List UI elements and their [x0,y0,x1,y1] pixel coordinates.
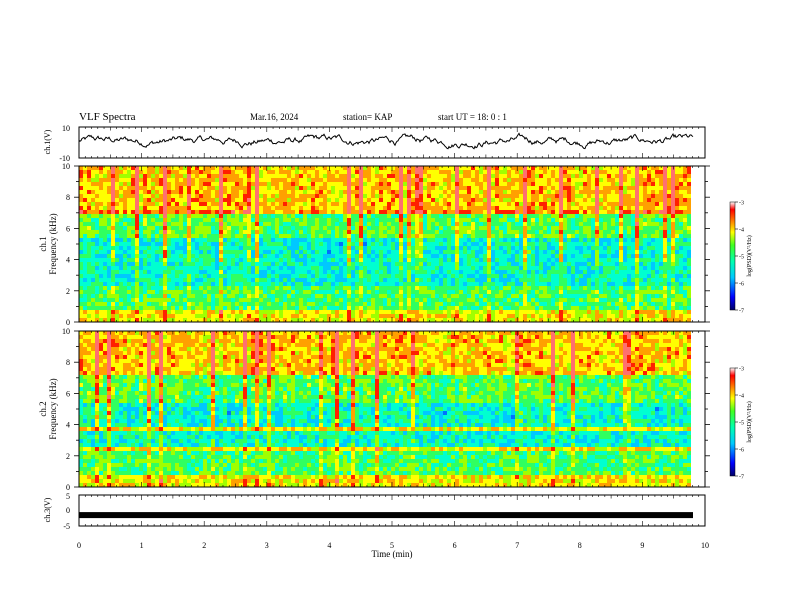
ch1-waveform-frame [78,126,706,159]
ch1-colorbar-ticks: -3 -4 -5 -6 -7 [735,201,744,315]
freq-tick-label: 6 [66,224,70,233]
freq-tick-label: 2 [66,287,70,296]
freq-tick-label: 0 [66,318,70,327]
start-time-label: start UT = 18: 0 : 1 [438,112,507,122]
ch1-waveform-panel: 10 -10 ch.1(V) [43,124,706,163]
freq-tick-label: 4 [66,421,70,430]
chart-title: VLF Spectra [79,111,136,123]
ch1-ytick-bottom: -10 [59,154,70,163]
freq-tick-label: 0 [66,483,70,492]
time-tick-label: 9 [640,541,644,550]
ch2-colorbar [729,367,736,477]
ch2-freq-ticks: 0 2 4 6 8 10 [62,327,710,492]
ch3-waveform-frame [78,494,706,527]
freq-tick-label: 10 [62,162,70,171]
ch2-spec-ylabel-frequency: Frequency (kHz) [48,378,58,439]
ch2-colorbar-label: log(PSD)(V²/Hz) [746,401,753,442]
time-tick-label: 6 [453,541,457,550]
ch3-ytick-middle: 0 [66,506,70,515]
ch1-colorbar [729,201,736,311]
colorbar-tick-label: -5 [739,255,744,261]
colorbar-tick-label: -7 [739,309,744,315]
time-axis-title: Time (min) [372,549,413,559]
time-tick-label: 4 [327,541,331,550]
ch1-ytick-top: 10 [62,124,70,133]
ch3-ytick-bottom: -5 [63,522,70,531]
time-tick-label: 10 [701,541,709,550]
ch3-waveform-line [79,512,693,519]
time-axis-labels: 0 1 2 3 4 5 6 7 8 9 10 [77,541,709,550]
colorbar-tick-label: -4 [739,394,744,400]
time-tick-label: 0 [77,541,81,550]
ch3-ytick-top: 5 [66,492,70,501]
colorbar-tick-label: -6 [739,282,744,288]
freq-tick-label: 2 [66,452,70,461]
ch1-waveform-ylabel: ch.1(V) [43,129,52,154]
ch1-spec-ylabel-channel: ch.1 [38,236,48,251]
freq-tick-label: 8 [66,193,70,202]
colorbar-tick-label: -3 [739,367,744,373]
ch3-waveform-ylabel: ch.3(V) [43,497,52,522]
ch2-spectrogram-image [79,331,691,487]
ch3-waveform-panel: 5 0 -5 ch.3(V) [43,492,706,531]
time-tick-label: 3 [265,541,269,550]
ch1-freq-ticks: 0 2 4 6 8 10 [62,162,710,327]
freq-tick-label: 6 [66,389,70,398]
time-axis-ticks [78,127,706,526]
time-tick-label: 5 [390,541,394,550]
time-tick-label: 8 [578,541,582,550]
date-label: Mar.16, 2024 [250,112,299,122]
time-tick-label: 2 [202,541,206,550]
time-tick-label: 1 [140,541,144,550]
ch1-colorbar-label: log(PSD)(V²/Hz) [746,235,753,276]
ch2-spec-ylabel-channel: ch.2 [38,401,48,416]
freq-tick-label: 4 [66,256,70,265]
ch1-spec-ylabel-frequency: Frequency (kHz) [48,213,58,274]
ch1-spectrogram-image [79,166,691,322]
freq-tick-label: 10 [62,327,70,336]
colorbar-tick-label: -4 [739,228,744,234]
ch2-colorbar-ticks: -3 -4 -5 -6 -7 [735,367,744,481]
colorbar-tick-label: -6 [739,448,744,454]
freq-tick-label: 8 [66,358,70,367]
time-tick-label: 7 [515,541,519,550]
ch1-waveform-line [78,132,694,150]
colorbar-tick-label: -7 [739,475,744,481]
colorbar-tick-label: -3 [739,201,744,207]
colorbar-tick-label: -5 [739,421,744,427]
station-label: station= KAP [343,112,393,122]
